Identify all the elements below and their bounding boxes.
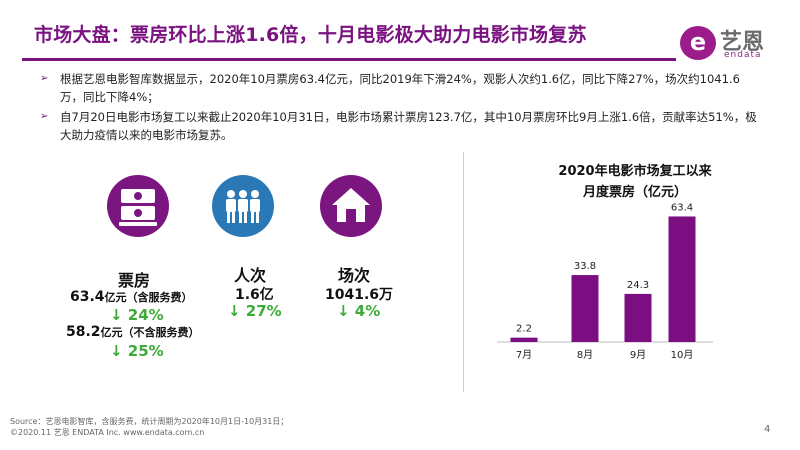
bar-10月 <box>668 216 696 342</box>
box-office-unit-incl: 亿元（含服务费） <box>104 291 193 304</box>
box-office-delta-incl: ↓ 24% <box>110 306 164 324</box>
page-title: 市场大盘：票房环比上涨1.6倍，十月电影极大助力电影市场复苏 <box>34 24 587 46</box>
bullet-arrow-icon: ➢ <box>40 73 49 84</box>
box-office-value-excl-number: 58.2 <box>66 324 101 340</box>
logo-mark: e <box>680 26 716 60</box>
logo-english: endata <box>724 50 762 60</box>
bullet-text: 根据艺恩电影智库数据显示，2020年10月票房63.4亿元，同比2019年下滑2… <box>60 72 740 104</box>
footer-source: Source：艺恩电影智库，含服务费，统计周期为2020年10月1日-10月31… <box>10 417 289 426</box>
box-office-label: 票房 <box>118 271 151 290</box>
box-office-unit-excl: 亿元（不含服务费） <box>100 326 200 339</box>
money-stack-icon <box>107 175 169 237</box>
monthly-box-office-chart: 2.2 7月 33.8 8月 24.3 9月 63.4 10月 <box>497 202 713 361</box>
summary-bullets: ➢ 根据艺恩电影智库数据显示，2020年10月票房63.4亿元，同比2019年下… <box>40 70 760 146</box>
screenings-delta: ↓ 4% <box>337 302 381 320</box>
house-icon <box>320 175 382 237</box>
bar-7月 <box>510 337 538 342</box>
screenings-label: 场次 <box>338 266 371 285</box>
summary-bullet: ➢ 根据艺恩电影智库数据显示，2020年10月票房63.4亿元，同比2019年下… <box>40 70 760 106</box>
admissions-value: 1.6亿 <box>235 287 274 303</box>
admissions-label: 人次 <box>234 266 267 285</box>
page-number: 4 <box>764 424 771 435</box>
vertical-divider <box>463 152 464 392</box>
x-tick-label-7月: 7月 <box>516 349 532 361</box>
chart-title: 2020年电影市场复工以来 <box>558 164 712 179</box>
summary-bullet: ➢ 自7月20日电影市场复工以来截止2020年10月31日，电影市场累计票房12… <box>40 108 760 144</box>
footer-copyright: ©2020.11 艺恩 ENDATA Inc. www.endata.com.c… <box>10 428 205 437</box>
people-icon <box>212 175 274 237</box>
screenings-value: 1041.6万 <box>325 287 394 303</box>
chart-subtitle: 月度票房（亿元） <box>582 185 687 200</box>
data-label-10月: 63.4 <box>671 202 693 213</box>
logo-chinese: 艺恩 <box>720 30 765 55</box>
x-tick-label-10月: 10月 <box>671 349 694 361</box>
bullet-text: 自7月20日电影市场复工以来截止2020年10月31日，电影市场累计票房123.… <box>60 110 757 142</box>
x-tick-label-8月: 8月 <box>577 349 593 361</box>
admissions-delta: ↓ 27% <box>228 302 282 320</box>
footer: Source：艺恩电影智库，含服务费，统计周期为2020年10月1日-10月31… <box>10 416 288 438</box>
data-label-8月: 33.8 <box>574 261 596 272</box>
x-tick-label-9月: 9月 <box>630 349 646 361</box>
bar-9月 <box>624 293 652 342</box>
box-office-value-incl-number: 63.4 <box>70 289 105 305</box>
endata-logo: e 艺恩 endata <box>680 18 780 64</box>
box-office-value-incl: 63.4亿元（含服务费） <box>70 289 193 305</box>
bullet-arrow-icon: ➢ <box>40 111 49 122</box>
box-office-value-excl: 58.2亿元（不含服务费） <box>66 324 200 340</box>
data-label-9月: 24.3 <box>627 280 649 291</box>
box-office-delta-excl: ↓ 25% <box>110 342 164 360</box>
data-label-7月: 2.2 <box>516 324 532 335</box>
title-underline <box>22 58 676 61</box>
bar-8月 <box>571 275 599 342</box>
